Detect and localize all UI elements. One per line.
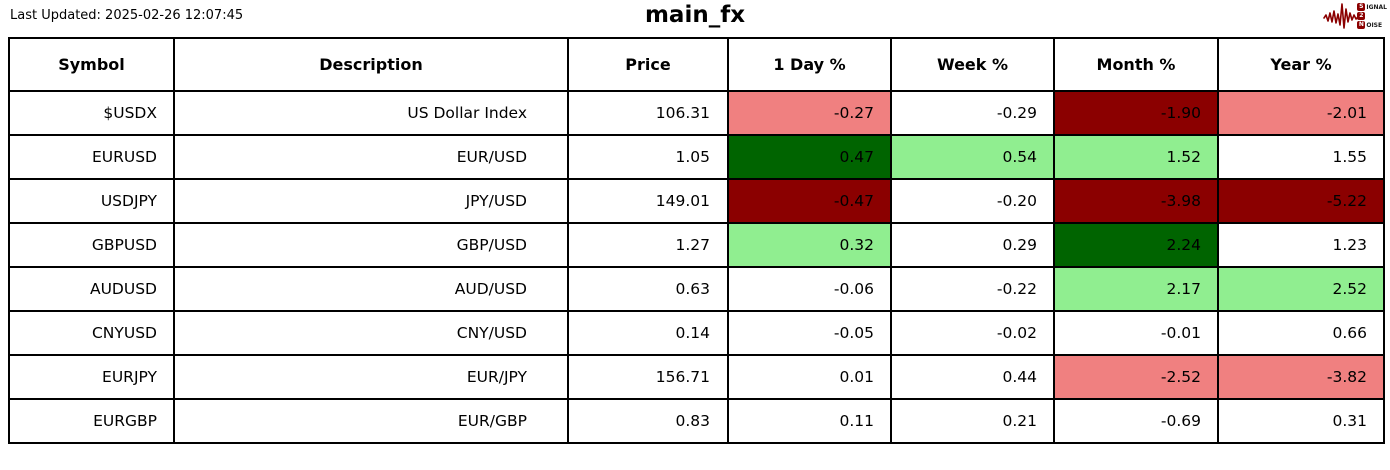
logo-text: S IGNAL 2 N OISE <box>1357 3 1387 29</box>
table-row-usdx: $USDX US Dollar Index 106.31 -0.27 -0.29… <box>8 90 1385 136</box>
price-cell: 0.63 <box>567 266 729 312</box>
table-row-gbpusd: GBPUSD GBP/USD 1.27 0.32 0.29 2.24 1.23 <box>8 222 1385 268</box>
symbol-cell: USDJPY <box>8 178 175 224</box>
symbol-cell: CNYUSD <box>8 310 175 356</box>
col-header-symbol: Symbol <box>8 37 175 92</box>
symbol-cell: EURGBP <box>8 398 175 444</box>
logo-text-oise: OISE <box>1366 21 1383 29</box>
week-pct-cell: -0.20 <box>890 178 1055 224</box>
month-pct-cell: -0.01 <box>1053 310 1219 356</box>
week-pct-cell: 0.29 <box>890 222 1055 268</box>
header-row: Symbol Description Price 1 Day % Week % … <box>8 37 1385 92</box>
symbol-cell: AUDUSD <box>8 266 175 312</box>
day-pct-cell: -0.06 <box>727 266 892 312</box>
table-row-eurusd: EURUSD EUR/USD 1.05 0.47 0.54 1.52 1.55 <box>8 134 1385 180</box>
col-header-week-pct: Week % <box>890 37 1055 92</box>
col-header-1day-pct: 1 Day % <box>727 37 892 92</box>
day-pct-cell: -0.27 <box>727 90 892 136</box>
logo-line-signal: S IGNAL <box>1357 3 1387 11</box>
description-cell: EUR/JPY <box>173 354 569 400</box>
month-pct-cell: 2.24 <box>1053 222 1219 268</box>
table-row-usdjpy: USDJPY JPY/USD 149.01 -0.47 -0.20 -3.98 … <box>8 178 1385 224</box>
year-pct-cell: -3.82 <box>1217 354 1385 400</box>
description-cell: US Dollar Index <box>173 90 569 136</box>
description-cell: AUD/USD <box>173 266 569 312</box>
month-pct-cell: 1.52 <box>1053 134 1219 180</box>
description-cell: CNY/USD <box>173 310 569 356</box>
table-row-eurgbp: EURGBP EUR/GBP 0.83 0.11 0.21 -0.69 0.31 <box>8 398 1385 444</box>
logo-letter-s: S <box>1357 3 1366 11</box>
symbol-cell: EURJPY <box>8 354 175 400</box>
table-row-eurjpy: EURJPY EUR/JPY 156.71 0.01 0.44 -2.52 -3… <box>8 354 1385 400</box>
description-cell: EUR/GBP <box>173 398 569 444</box>
symbol-cell: GBPUSD <box>8 222 175 268</box>
year-pct-cell: 0.31 <box>1217 398 1385 444</box>
price-cell: 156.71 <box>567 354 729 400</box>
year-pct-cell: 0.66 <box>1217 310 1385 356</box>
fx-table: Symbol Description Price 1 Day % Week % … <box>8 37 1385 444</box>
day-pct-cell: 0.11 <box>727 398 892 444</box>
week-pct-cell: -0.22 <box>890 266 1055 312</box>
month-pct-cell: -3.98 <box>1053 178 1219 224</box>
last-updated-label: Last Updated: 2025-02-26 12:07:45 <box>10 8 244 23</box>
day-pct-cell: 0.47 <box>727 134 892 180</box>
col-header-year-pct: Year % <box>1217 37 1385 92</box>
week-pct-cell: 0.54 <box>890 134 1055 180</box>
year-pct-cell: 1.23 <box>1217 222 1385 268</box>
description-cell: JPY/USD <box>173 178 569 224</box>
year-pct-cell: 1.55 <box>1217 134 1385 180</box>
year-pct-cell: -5.22 <box>1217 178 1385 224</box>
day-pct-cell: 0.01 <box>727 354 892 400</box>
logo-line-2: 2 <box>1357 12 1387 20</box>
price-cell: 149.01 <box>567 178 729 224</box>
day-pct-cell: 0.32 <box>727 222 892 268</box>
col-header-description: Description <box>173 37 569 92</box>
table-row-cnyusd: CNYUSD CNY/USD 0.14 -0.05 -0.02 -0.01 0.… <box>8 310 1385 356</box>
price-cell: 106.31 <box>567 90 729 136</box>
description-cell: EUR/USD <box>173 134 569 180</box>
logo-text-ignal: IGNAL <box>1366 3 1387 11</box>
description-cell: GBP/USD <box>173 222 569 268</box>
week-pct-cell: -0.29 <box>890 90 1055 136</box>
col-header-price: Price <box>567 37 729 92</box>
week-pct-cell: -0.02 <box>890 310 1055 356</box>
price-cell: 1.27 <box>567 222 729 268</box>
price-cell: 0.83 <box>567 398 729 444</box>
logo-line-noise: N OISE <box>1357 21 1387 29</box>
month-pct-cell: 2.17 <box>1053 266 1219 312</box>
month-pct-cell: -1.90 <box>1053 90 1219 136</box>
day-pct-cell: -0.47 <box>727 178 892 224</box>
week-pct-cell: 0.21 <box>890 398 1055 444</box>
year-pct-cell: -2.01 <box>1217 90 1385 136</box>
day-pct-cell: -0.05 <box>727 310 892 356</box>
week-pct-cell: 0.44 <box>890 354 1055 400</box>
year-pct-cell: 2.52 <box>1217 266 1385 312</box>
symbol-cell: $USDX <box>8 90 175 136</box>
price-cell: 1.05 <box>567 134 729 180</box>
logo-digit-2: 2 <box>1357 12 1366 20</box>
month-pct-cell: -0.69 <box>1053 398 1219 444</box>
price-cell: 0.14 <box>567 310 729 356</box>
page-title: main_fx <box>644 2 746 28</box>
col-header-month-pct: Month % <box>1053 37 1219 92</box>
symbol-cell: EURUSD <box>8 134 175 180</box>
waveform-icon <box>1323 3 1360 29</box>
signal2noise-logo: S IGNAL 2 N OISE <box>1323 1 1387 31</box>
logo-letter-n: N <box>1357 21 1366 29</box>
month-pct-cell: -2.52 <box>1053 354 1219 400</box>
table-row-audusd: AUDUSD AUD/USD 0.63 -0.06 -0.22 2.17 2.5… <box>8 266 1385 312</box>
